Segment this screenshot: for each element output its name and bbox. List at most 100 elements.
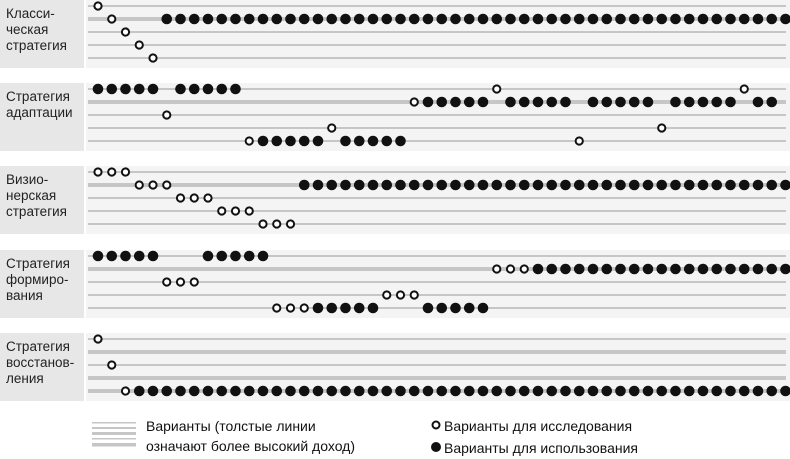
exploit-dot [752, 385, 764, 397]
exploit-dot [422, 13, 434, 25]
explore-dot [217, 206, 227, 216]
exploit-dot [408, 13, 420, 25]
exploit-dot [697, 96, 709, 108]
exploit-dot [257, 13, 269, 25]
explore-dot [409, 97, 419, 107]
strategy-group: Класси- ческая стратегия [0, 0, 790, 68]
exploit-dot [147, 250, 159, 262]
option-line [88, 210, 786, 212]
option-line [88, 294, 786, 296]
exploit-dot [175, 13, 186, 25]
exploit-dot [532, 179, 544, 191]
exploit-dot [656, 13, 668, 25]
exploit-dot [601, 263, 613, 275]
explore-dot [492, 84, 502, 94]
exploit-dot [422, 385, 434, 397]
exploit-dot [257, 135, 269, 147]
exploit-dot [312, 385, 324, 397]
exploit-dot [752, 263, 764, 275]
exploit-dot [271, 13, 283, 25]
exploit-dot [711, 263, 723, 275]
exploit-dot [766, 179, 778, 191]
exploit-dot [312, 302, 324, 314]
exploit-dot [738, 13, 750, 25]
exploit-dot [326, 13, 338, 25]
exploit-dot [642, 179, 654, 191]
explore-dot [230, 206, 241, 216]
strategy-plot [86, 83, 790, 151]
explore-dot [492, 264, 502, 274]
explore-dot [285, 219, 296, 229]
strategy-label: Стратегия формиро- вания [0, 250, 84, 318]
explore-dot [162, 180, 172, 190]
exploit-dot [560, 263, 571, 275]
exploit-dot [628, 263, 640, 275]
exploit-dot [532, 96, 544, 108]
exploit-dot [436, 13, 448, 25]
exploit-dot [587, 13, 599, 25]
exploit-dot [670, 179, 681, 191]
exploit-dot [408, 179, 420, 191]
exploit-dot [450, 13, 461, 25]
exploit-dot [628, 179, 640, 191]
exploit-dot [202, 250, 214, 262]
exploit-dot [697, 13, 709, 25]
exploit-dot [326, 385, 338, 397]
exploit-dot [477, 179, 489, 191]
exploit-dot [573, 179, 585, 191]
exploit-dot [615, 263, 626, 275]
exploit-dot [188, 13, 200, 25]
exploit-dot [243, 13, 255, 25]
explore-dot [382, 290, 392, 300]
option-line [88, 376, 786, 380]
exploit-dot [518, 96, 530, 108]
exploit-dot [505, 179, 516, 191]
exploit-dot [243, 385, 255, 397]
option-line [88, 140, 786, 142]
exploit-dot [326, 179, 338, 191]
explore-dot [148, 53, 158, 63]
explore-dot [203, 193, 213, 203]
explore-dot [244, 136, 254, 146]
legend-explore: Варианты для исследования [430, 416, 632, 436]
option-line [88, 267, 786, 271]
exploit-dot [285, 13, 296, 25]
legend-exploit-label: Варианты для использования [444, 440, 639, 456]
exploit-dot [450, 302, 461, 314]
option-line [88, 88, 786, 90]
exploit-dot [202, 83, 214, 95]
explore-dot [327, 123, 337, 133]
exploit-dot [367, 302, 379, 314]
exploit-dot [642, 13, 654, 25]
explore-dot [162, 277, 172, 287]
exploit-dot [601, 385, 613, 397]
exploit-dot [587, 96, 599, 108]
exploit-dot [738, 179, 750, 191]
exploit-dot [353, 302, 365, 314]
option-line [88, 44, 786, 46]
exploit-dot [463, 13, 475, 25]
exploit-dot [230, 250, 241, 262]
strategy-group: Визио- нерская стратегия [0, 166, 790, 234]
exploit-dot [615, 385, 626, 397]
exploit-dot [381, 179, 393, 191]
explore-dot [189, 193, 199, 203]
exploit-dot [312, 135, 324, 147]
exploit-dot [106, 250, 118, 262]
exploit-dot [175, 83, 186, 95]
explore-dot [107, 360, 117, 370]
option-line [88, 281, 786, 283]
exploit-dot [381, 13, 393, 25]
exploit-dot [518, 179, 530, 191]
exploit-dot [285, 385, 296, 397]
option-line [88, 197, 786, 199]
exploit-dot [546, 385, 558, 397]
exploit-dot [436, 96, 448, 108]
exploit-dot [271, 135, 283, 147]
exploit-dot [628, 385, 640, 397]
exploit-dot [766, 385, 778, 397]
strategy-label: Стратегия адаптации [0, 83, 84, 151]
exploit-dot [147, 385, 159, 397]
exploit-dot [188, 385, 200, 397]
exploit-dot [505, 96, 516, 108]
